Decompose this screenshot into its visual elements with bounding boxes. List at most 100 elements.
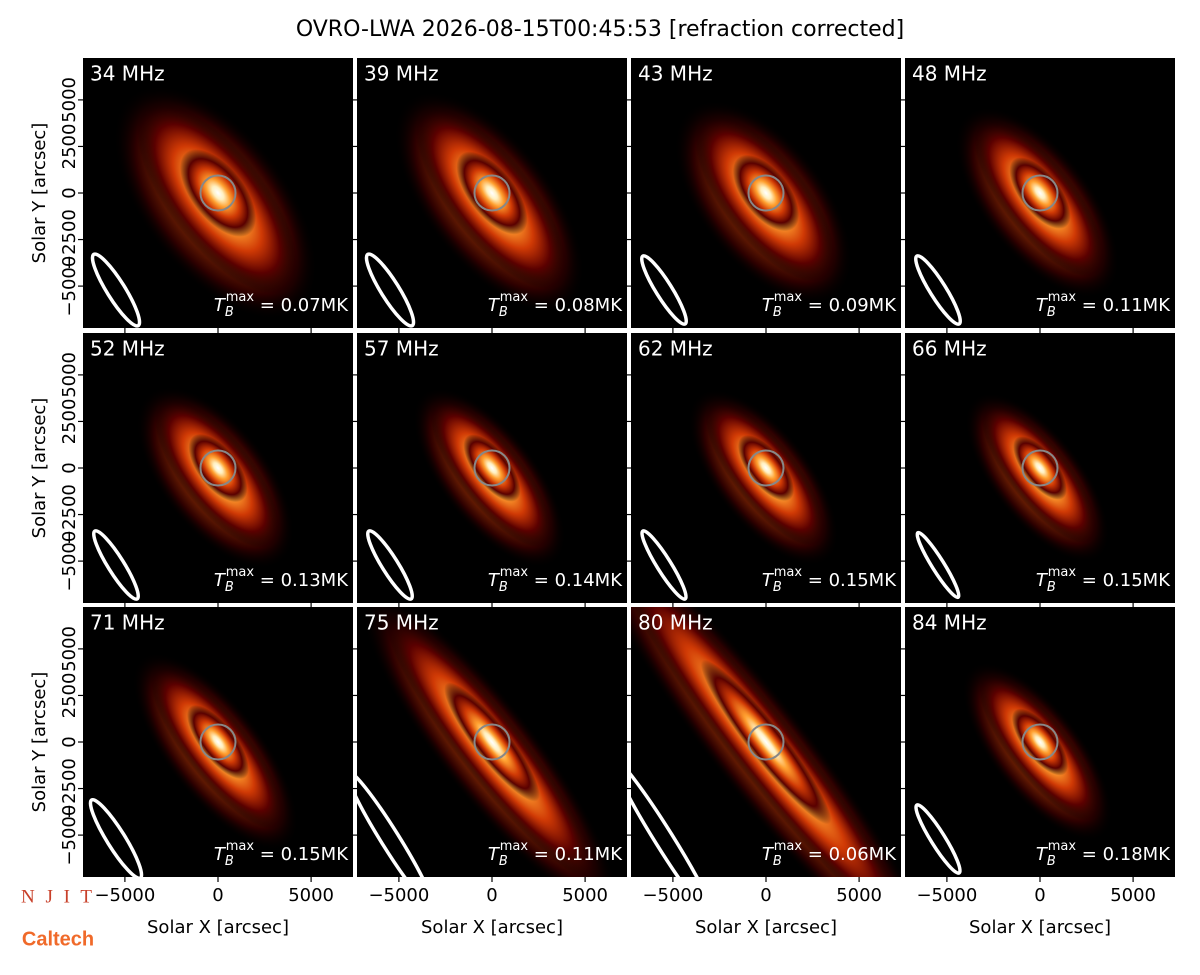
annotation-text: = 0.15MK xyxy=(1076,570,1171,591)
panel xyxy=(631,58,901,328)
logo-caltech: Caltech xyxy=(22,928,94,950)
tb-max-annotation: TBmax = 0.13MK xyxy=(214,565,349,595)
tb-max-annotation: TBmax = 0.15MK xyxy=(762,565,897,595)
solar-disk xyxy=(1021,723,1059,761)
x-tick-label: −5000 xyxy=(94,885,155,906)
beam xyxy=(357,769,435,877)
tb-max-annotation: TBmax = 0.06MK xyxy=(762,839,897,869)
emission-core xyxy=(444,682,540,802)
frequency-label: 57 MHz xyxy=(364,337,439,361)
beam xyxy=(639,254,689,326)
beam xyxy=(88,797,144,877)
frequency-label: 48 MHz xyxy=(912,62,987,86)
x-tick-label: −5000 xyxy=(368,885,429,906)
x-tick-label: −5000 xyxy=(916,885,977,906)
y-tick-label: 2500 xyxy=(59,399,80,445)
tb-max-annotation: TBmax = 0.15MK xyxy=(214,839,349,869)
annotation-text: = 0.11MK xyxy=(528,844,623,865)
beam xyxy=(90,252,142,328)
superscript: max xyxy=(774,290,803,305)
y-tick-label: −2500 xyxy=(59,484,80,545)
emission-core xyxy=(188,433,248,503)
panel xyxy=(83,58,353,328)
x-tick-label: 0 xyxy=(760,885,771,906)
y-tick-label: 2500 xyxy=(59,673,80,719)
annotation-text: = 0.07MK xyxy=(254,295,349,316)
subscript: B xyxy=(499,854,508,869)
x-tick-label: 5000 xyxy=(836,885,882,906)
symbol: T xyxy=(1036,295,1049,316)
emission-core xyxy=(1011,708,1069,776)
frequency-label: 80 MHz xyxy=(638,611,713,635)
subscript: B xyxy=(225,580,234,595)
beam xyxy=(631,756,717,877)
frequency-label: 62 MHz xyxy=(638,337,713,361)
tb-max-annotation: TBmax = 0.11MK xyxy=(1036,290,1171,320)
superscript: max xyxy=(1048,290,1077,305)
x-tick-label: 5000 xyxy=(1110,885,1156,906)
emission-core xyxy=(737,434,795,502)
subscript: B xyxy=(773,854,782,869)
annotation-text: = 0.15MK xyxy=(802,570,897,591)
subscript: B xyxy=(1047,854,1056,869)
y-tick-label: −2500 xyxy=(59,758,80,819)
y-axis-label: Solar Y [arcsec] xyxy=(29,123,50,264)
tb-max-annotation: TBmax = 0.09MK xyxy=(762,290,897,320)
emission-core xyxy=(732,154,800,232)
solar-disk xyxy=(1021,174,1059,212)
x-tick-label: −5000 xyxy=(642,885,703,906)
beam xyxy=(364,252,416,328)
frequency-label: 66 MHz xyxy=(912,337,987,361)
y-tick-label: −2500 xyxy=(59,209,80,270)
tb-max-annotation: TBmax = 0.14MK xyxy=(488,565,623,595)
panel xyxy=(83,333,353,603)
annotation-text: = 0.09MK xyxy=(802,295,897,316)
subscript: B xyxy=(499,305,508,320)
subscript: B xyxy=(1047,305,1056,320)
superscript: max xyxy=(500,565,529,580)
solar-disk xyxy=(473,723,511,761)
panel xyxy=(631,333,901,603)
superscript: max xyxy=(1048,565,1077,580)
superscript: max xyxy=(226,565,255,580)
panel xyxy=(905,333,1175,603)
subscript: B xyxy=(773,580,782,595)
solar-disk xyxy=(473,449,511,487)
x-axis-label: Solar X [arcsec] xyxy=(969,917,1111,938)
y-tick-label: 5000 xyxy=(59,77,80,123)
y-axis-label: Solar Y [arcsec] xyxy=(29,398,50,539)
symbol: T xyxy=(488,570,501,591)
beam xyxy=(365,529,415,601)
x-tick-label: 0 xyxy=(212,885,223,906)
x-tick-label: 5000 xyxy=(562,885,608,906)
solar-disk xyxy=(199,449,237,487)
subscript: B xyxy=(1047,580,1056,595)
x-axis-label: Solar X [arcsec] xyxy=(695,917,837,938)
solar-disk xyxy=(199,723,237,761)
tb-max-annotation: TBmax = 0.15MK xyxy=(1036,565,1171,595)
panel xyxy=(631,607,901,877)
symbol: T xyxy=(1036,844,1049,865)
frequency-label: 84 MHz xyxy=(912,611,987,635)
beam xyxy=(913,254,963,326)
emission-core xyxy=(700,659,832,825)
symbol: T xyxy=(762,570,775,591)
subscript: B xyxy=(773,305,782,320)
superscript: max xyxy=(1048,839,1077,854)
subscript: B xyxy=(499,580,508,595)
panel xyxy=(905,58,1175,328)
solar-disk xyxy=(747,449,785,487)
panel xyxy=(357,333,627,603)
y-tick-label: −5000 xyxy=(59,805,80,866)
x-axis-label: Solar X [arcsec] xyxy=(147,917,289,938)
superscript: max xyxy=(500,839,529,854)
panel xyxy=(83,607,353,877)
superscript: max xyxy=(774,565,803,580)
emission-core xyxy=(1009,157,1071,229)
emission-core xyxy=(179,149,257,237)
emission-core xyxy=(1013,436,1067,500)
annotation-text: = 0.11MK xyxy=(1076,295,1171,316)
frequency-label: 39 MHz xyxy=(364,62,439,86)
solar-disk xyxy=(1021,449,1059,487)
subscript: B xyxy=(225,854,234,869)
